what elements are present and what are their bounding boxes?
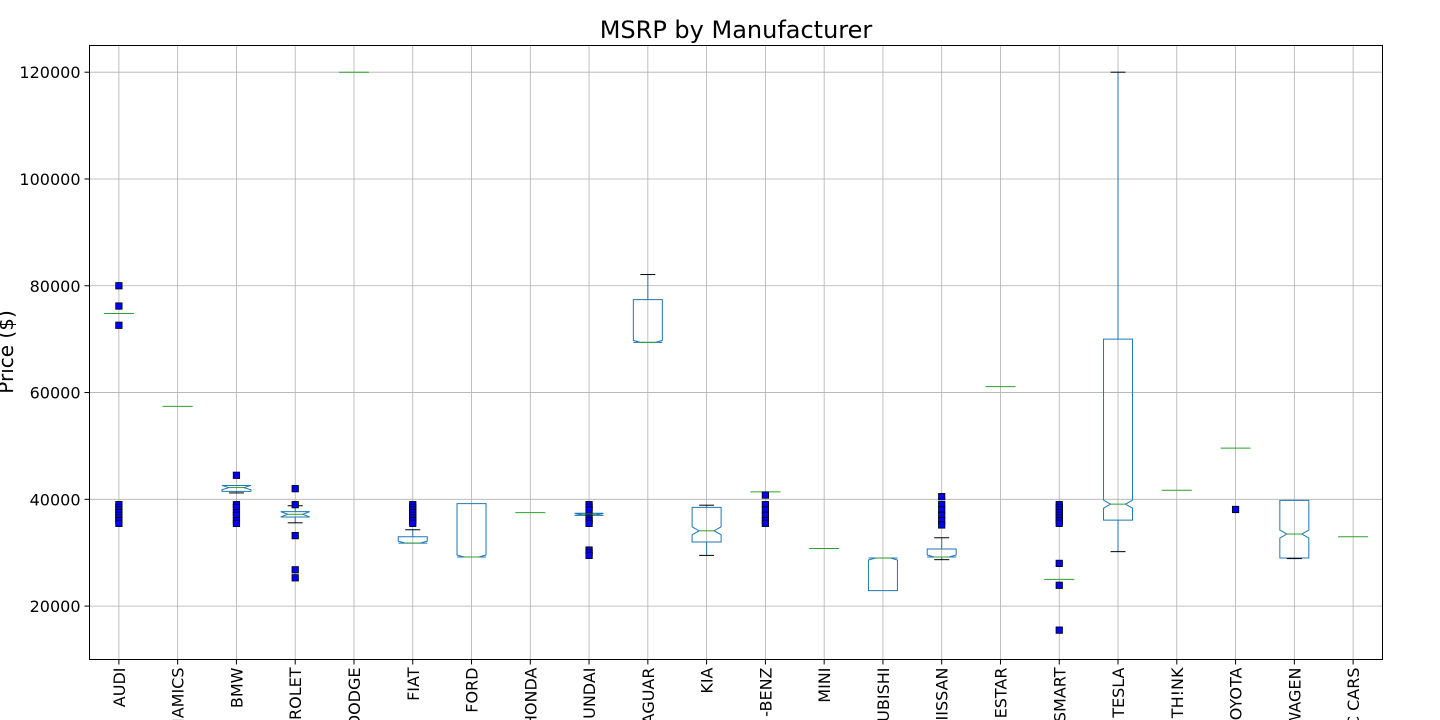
box-rolet bbox=[280, 485, 310, 582]
box-audi bbox=[103, 282, 134, 527]
x-tick-label: TESLA bbox=[1109, 667, 1128, 718]
y-axis-ticks: 20000 40000 60000 80000 100000 120000 bbox=[19, 63, 90, 616]
box-body bbox=[691, 506, 722, 543]
outlier-point bbox=[761, 519, 769, 527]
outlier-point bbox=[1055, 581, 1063, 589]
x-tick-label: FIAT bbox=[404, 667, 423, 701]
box-bmw bbox=[221, 471, 252, 527]
x-tick-label: ROLET bbox=[286, 667, 305, 720]
plot-area bbox=[103, 71, 1369, 634]
x-tick-label: TH!NK bbox=[1168, 667, 1187, 719]
outlier-point bbox=[585, 519, 593, 527]
outlier-point bbox=[585, 506, 593, 514]
box-smart bbox=[1044, 501, 1075, 634]
box-body bbox=[221, 484, 252, 492]
x-tick-label: TOYOTA bbox=[1227, 667, 1246, 720]
box-body bbox=[456, 503, 487, 558]
outlier-point bbox=[115, 321, 123, 329]
outlier-point bbox=[291, 485, 299, 493]
grid-lines bbox=[89, 45, 1383, 660]
outlier-point bbox=[1055, 519, 1063, 527]
y-tick-label: 60000 bbox=[30, 384, 81, 403]
y-axis-label: Price ($) bbox=[0, 310, 18, 393]
y-tick-label: 20000 bbox=[30, 597, 81, 616]
box-body bbox=[632, 299, 663, 343]
x-tick-label: UNDAI bbox=[580, 668, 599, 719]
outlier-point bbox=[1055, 559, 1063, 567]
box-body bbox=[1103, 338, 1134, 521]
box-body bbox=[397, 536, 428, 544]
outlier-point bbox=[232, 519, 241, 527]
outlier-point bbox=[585, 551, 593, 559]
outlier-point bbox=[291, 532, 299, 540]
x-tick-label: HONDA bbox=[521, 667, 540, 720]
outlier-point bbox=[1231, 505, 1240, 514]
x-tick-label: AGUAR bbox=[639, 668, 658, 720]
box-body bbox=[574, 512, 604, 516]
x-tick-label: FORD bbox=[463, 668, 482, 713]
y-tick-label: 80000 bbox=[30, 277, 81, 296]
x-tick-label: AUDI bbox=[110, 668, 129, 708]
outlier-point bbox=[115, 282, 123, 290]
box--benz bbox=[750, 491, 781, 527]
x-tick-label: DODGE bbox=[345, 668, 364, 720]
box-iissan bbox=[926, 493, 957, 561]
outlier-point bbox=[291, 501, 299, 509]
outlier-point bbox=[938, 521, 946, 529]
x-tick-label: -BENZ bbox=[756, 667, 775, 716]
outlier-point bbox=[761, 491, 769, 499]
x-tick-label: NAMICS bbox=[169, 668, 188, 720]
x-tick-label: KIA bbox=[698, 667, 717, 693]
x-axis-ticks: AUDI NAMICS BMW ROLET DODGE FIAT FORD HONDA UNDA… bbox=[110, 659, 1363, 720]
outlier-point bbox=[115, 302, 123, 310]
y-tick-label: 100000 bbox=[19, 170, 80, 189]
x-tick-label: ESTAR bbox=[991, 668, 1010, 719]
y-tick-label: 120000 bbox=[19, 63, 80, 82]
outlier-point bbox=[291, 566, 299, 574]
box-toyota bbox=[1220, 447, 1251, 514]
box-aguar bbox=[632, 274, 663, 343]
box-body bbox=[926, 548, 957, 558]
outlier-point bbox=[115, 519, 123, 527]
outlier-point bbox=[232, 471, 241, 479]
y-tick-label: 40000 bbox=[30, 490, 81, 509]
plot-frame bbox=[89, 45, 1383, 660]
outlier-point bbox=[291, 574, 299, 582]
x-tick-label: BMW bbox=[227, 667, 246, 708]
x-tick-label: UBISHI bbox=[874, 668, 893, 720]
box-kia bbox=[691, 504, 722, 556]
chart-title: MSRP by Manufacturer bbox=[600, 16, 873, 44]
box-fiat bbox=[397, 501, 428, 544]
box-undai bbox=[574, 501, 604, 559]
box-tesla bbox=[1103, 71, 1134, 553]
box-wagen bbox=[1279, 499, 1310, 560]
x-tick-label: MINI bbox=[815, 668, 834, 703]
outlier-point bbox=[409, 519, 417, 527]
outlier-point bbox=[1055, 626, 1063, 634]
x-tick-label: C CARS bbox=[1344, 668, 1363, 720]
x-tick-label: WAGEN bbox=[1285, 668, 1304, 720]
box-ford bbox=[456, 503, 487, 558]
outlier-point bbox=[938, 493, 946, 501]
x-tick-label: IISSAN bbox=[933, 668, 952, 720]
box-body bbox=[1279, 499, 1310, 559]
x-tick-label: SMART bbox=[1050, 667, 1069, 720]
